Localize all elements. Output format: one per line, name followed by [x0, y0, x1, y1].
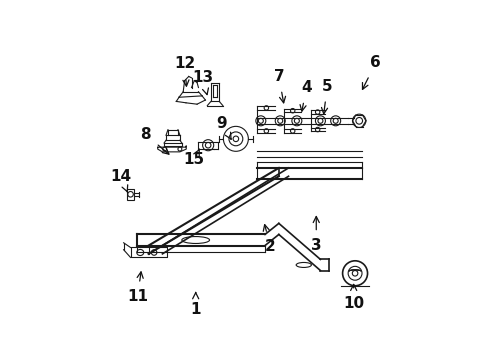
Text: 2: 2	[263, 225, 276, 255]
Text: 3: 3	[311, 216, 321, 253]
Text: 10: 10	[343, 284, 364, 311]
Text: 7: 7	[273, 69, 286, 103]
Text: 13: 13	[192, 70, 213, 95]
Text: 1: 1	[191, 293, 201, 317]
Text: 4: 4	[300, 80, 312, 111]
Text: 14: 14	[110, 169, 131, 192]
Text: 6: 6	[363, 55, 381, 89]
Text: 15: 15	[184, 149, 205, 167]
Text: 12: 12	[174, 57, 195, 86]
Text: 11: 11	[127, 272, 148, 304]
Text: 5: 5	[321, 79, 333, 114]
Text: 8: 8	[141, 127, 169, 154]
Text: 9: 9	[217, 116, 231, 139]
